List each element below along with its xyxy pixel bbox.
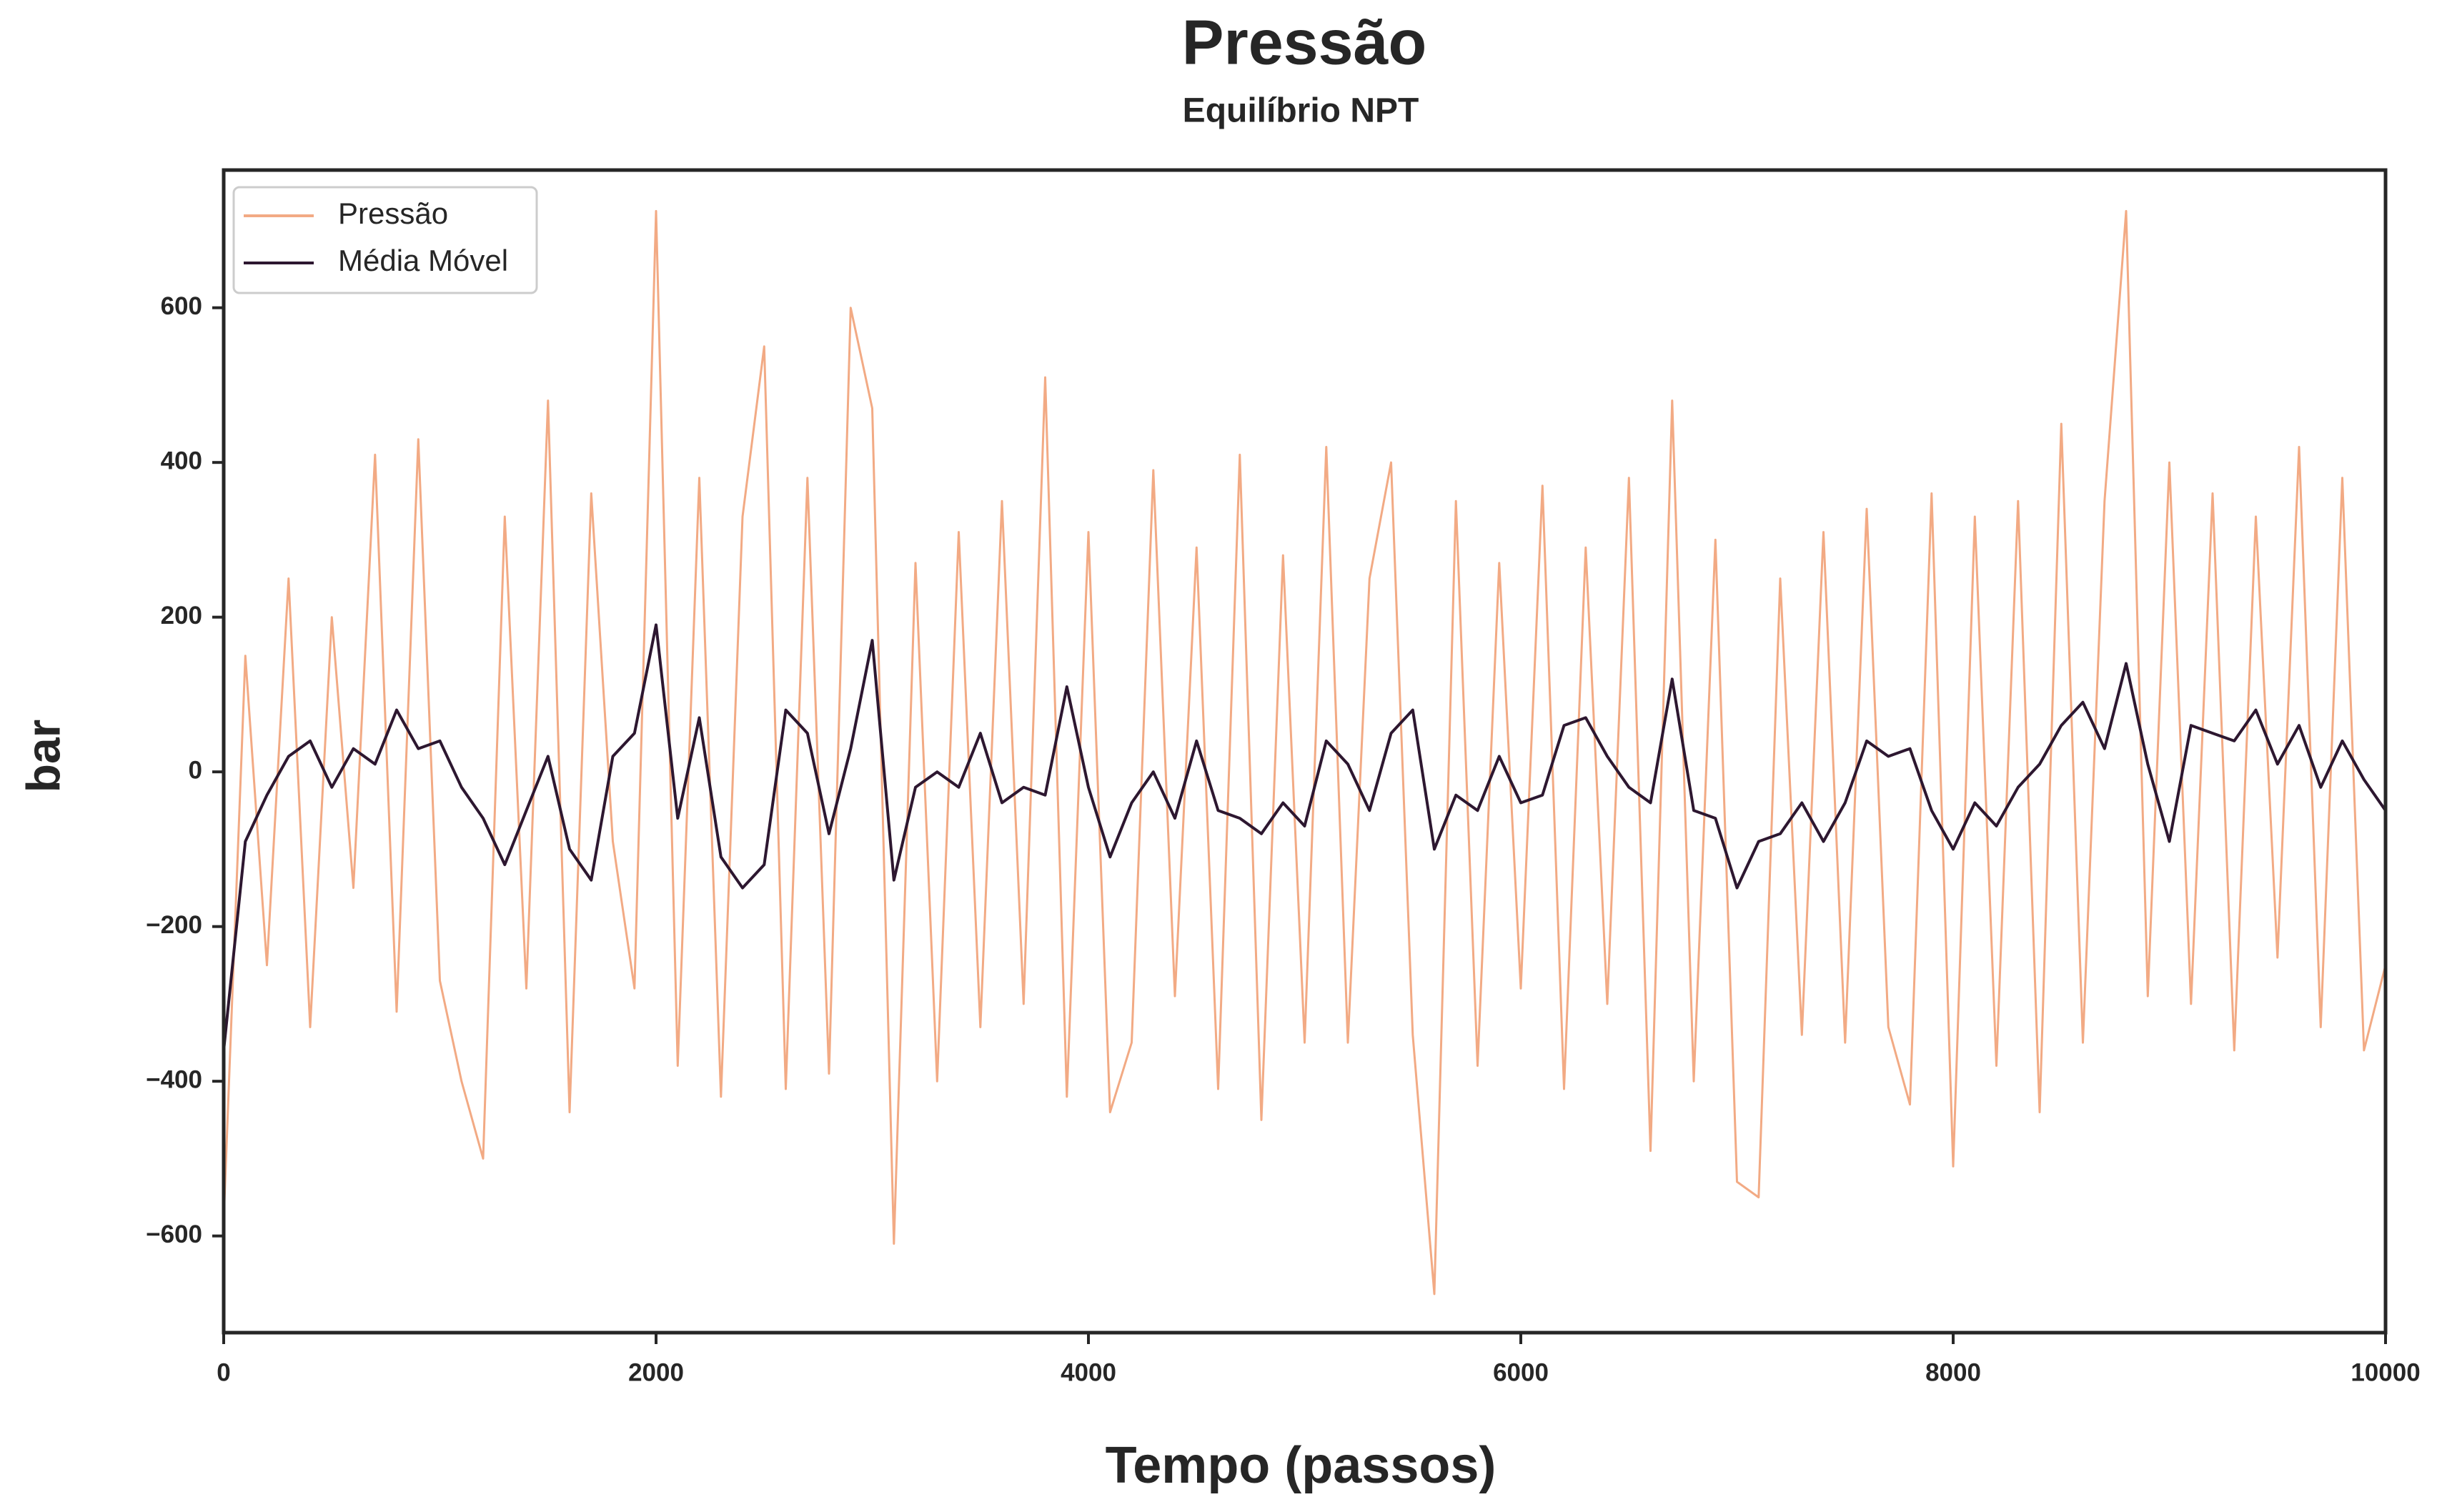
y-tick-label: −400: [146, 1065, 202, 1093]
chart-subtitle: Equilíbrio NPT: [1183, 92, 1419, 130]
chart-title: Pressão: [1182, 6, 1426, 77]
legend-label: Pressão: [338, 197, 448, 230]
x-tick-label: 10000: [2351, 1358, 2420, 1386]
x-tick-label: 2000: [628, 1358, 684, 1386]
y-tick-label: −200: [146, 911, 202, 939]
legend-box: [232, 186, 538, 294]
y-tick-label: 200: [161, 602, 202, 630]
x-axis-label: Tempo (passos): [1106, 1437, 1497, 1494]
legend-label: Média Móvel: [338, 244, 508, 277]
axes-frame: [222, 168, 2388, 1335]
x-tick-label: 4000: [1061, 1358, 1116, 1386]
x-tick-label: 8000: [1925, 1358, 1981, 1386]
y-tick-label: 600: [161, 292, 202, 320]
series-line: [222, 209, 2387, 1295]
series-line: [222, 623, 2387, 1051]
y-tick-label: 0: [189, 756, 202, 784]
y-tick-label: 400: [161, 447, 202, 474]
x-tick-label: 0: [217, 1358, 230, 1386]
y-axis-label: bar: [16, 720, 69, 793]
y-tick-label: −600: [146, 1220, 202, 1248]
plot-area: [222, 209, 2387, 1295]
x-tick-label: 6000: [1493, 1358, 1549, 1386]
